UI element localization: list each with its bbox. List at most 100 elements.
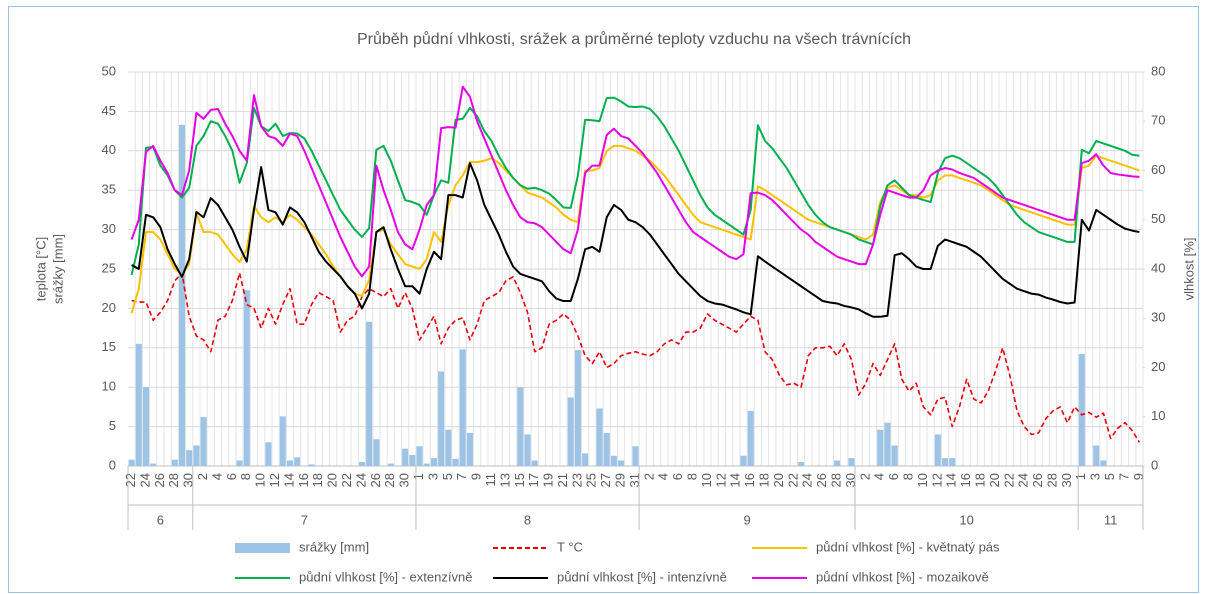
bar	[942, 458, 949, 466]
x-tick-label: 16	[296, 473, 311, 487]
x-tick-label: 30	[843, 473, 858, 487]
y2-tick-label: 40	[1151, 260, 1165, 275]
x-tick-label: 26	[814, 473, 829, 487]
x-tick-label: 4	[656, 473, 671, 480]
bar	[1093, 445, 1100, 466]
y2-tick-label: 10	[1151, 408, 1165, 423]
chart-title: Průběh půdní vlhkosti, srážek a průměrné…	[357, 30, 911, 48]
bar	[308, 464, 315, 466]
bar	[884, 422, 891, 466]
bar	[934, 434, 941, 466]
bar	[574, 350, 581, 466]
bar	[294, 457, 301, 466]
bar	[150, 463, 157, 466]
x-tick-label: 5	[440, 473, 455, 480]
x-tick-label: 20	[987, 473, 1002, 487]
line	[130, 96, 1140, 276]
x-tick-label: 2	[857, 473, 872, 480]
y-tick-label: 35	[102, 182, 116, 197]
legend-label: půdní vlhkost [%] - květnatý pás	[816, 539, 1000, 554]
x-tick-label: 8	[238, 473, 253, 480]
y-tick-label: 50	[102, 63, 116, 78]
x-tick-label: 9	[469, 473, 484, 480]
bar	[891, 445, 898, 466]
legend-label: T °C	[557, 539, 583, 554]
x-tick-label: 28	[828, 473, 843, 487]
line	[131, 162, 1140, 318]
x-tick-label: 20	[325, 473, 340, 487]
bar	[423, 463, 430, 466]
x-tick-label: 15	[512, 473, 527, 487]
bar	[387, 463, 394, 466]
y2-tick-label: 0	[1151, 457, 1158, 472]
bar	[466, 432, 473, 466]
line	[131, 272, 1141, 443]
x-tick-label: 2	[641, 473, 656, 480]
x-tick-label: 29	[613, 473, 628, 487]
x-tick-label: 10	[253, 473, 268, 487]
chart-border	[8, 6, 1199, 593]
x-tick-label: 22	[339, 473, 354, 487]
x-tick-label: 22	[1001, 473, 1016, 487]
x-group-label: 7	[301, 512, 308, 527]
bar	[517, 387, 524, 466]
x-tick-label: 31	[627, 473, 642, 487]
bar	[582, 453, 589, 466]
bar	[366, 321, 373, 466]
x-group-label: 9	[743, 512, 750, 527]
bar	[848, 458, 855, 466]
y-tick-label: 15	[102, 339, 116, 354]
bar	[1100, 460, 1107, 466]
x-tick-label: 30	[397, 473, 412, 487]
y2-tick-label: 80	[1151, 63, 1165, 78]
bar	[452, 458, 459, 466]
legend-label: srážky [mm]	[299, 539, 369, 554]
bar	[798, 462, 805, 466]
x-tick-label: 26	[368, 473, 383, 487]
bar	[610, 455, 617, 466]
x-tick-label: 6	[886, 473, 901, 480]
line	[130, 144, 1140, 314]
bar	[603, 432, 610, 466]
x-tick-label: 24	[1016, 473, 1031, 487]
bar	[193, 445, 200, 466]
x-tick-label: 7	[1116, 473, 1131, 480]
x-tick-label: 4	[872, 473, 887, 480]
bar	[243, 290, 250, 466]
bar	[949, 458, 956, 466]
x-tick-label: 28	[1044, 473, 1059, 487]
bar	[445, 429, 452, 466]
y-tick-label: 10	[102, 379, 116, 394]
x-tick-label: 14	[728, 473, 743, 487]
legend-label: půdní vlhkost [%] - mozaikově	[816, 569, 989, 584]
bar	[459, 349, 466, 466]
bar	[524, 434, 531, 466]
x-tick-label: 17	[526, 473, 541, 487]
x-tick-label: 26	[1030, 473, 1045, 487]
bar	[265, 442, 272, 466]
x-tick-label: 19	[541, 473, 556, 487]
bar	[632, 446, 639, 466]
line	[130, 85, 1140, 278]
x-tick-label: 8	[900, 473, 915, 480]
x-tick-label: 25	[584, 473, 599, 487]
x-tick-label: 6	[224, 473, 239, 480]
x-tick-label: 8	[685, 473, 700, 480]
bar	[409, 454, 416, 466]
x-tick-label: 18	[972, 473, 987, 487]
bar	[1078, 354, 1085, 466]
bar	[618, 460, 625, 466]
x-tick-label: 4	[209, 473, 224, 480]
x-tick-label: 1	[411, 473, 426, 480]
bar	[286, 460, 293, 466]
x-tick-label: 30	[1059, 473, 1074, 487]
bar	[416, 446, 423, 466]
x-tick-label: 14	[281, 473, 296, 487]
legend-swatch	[235, 543, 290, 553]
y2-tick-label: 70	[1151, 113, 1165, 128]
bar	[135, 343, 142, 466]
y-tick-label: 25	[102, 260, 116, 275]
x-tick-label: 28	[382, 473, 397, 487]
x-tick-label: 21	[555, 473, 570, 487]
